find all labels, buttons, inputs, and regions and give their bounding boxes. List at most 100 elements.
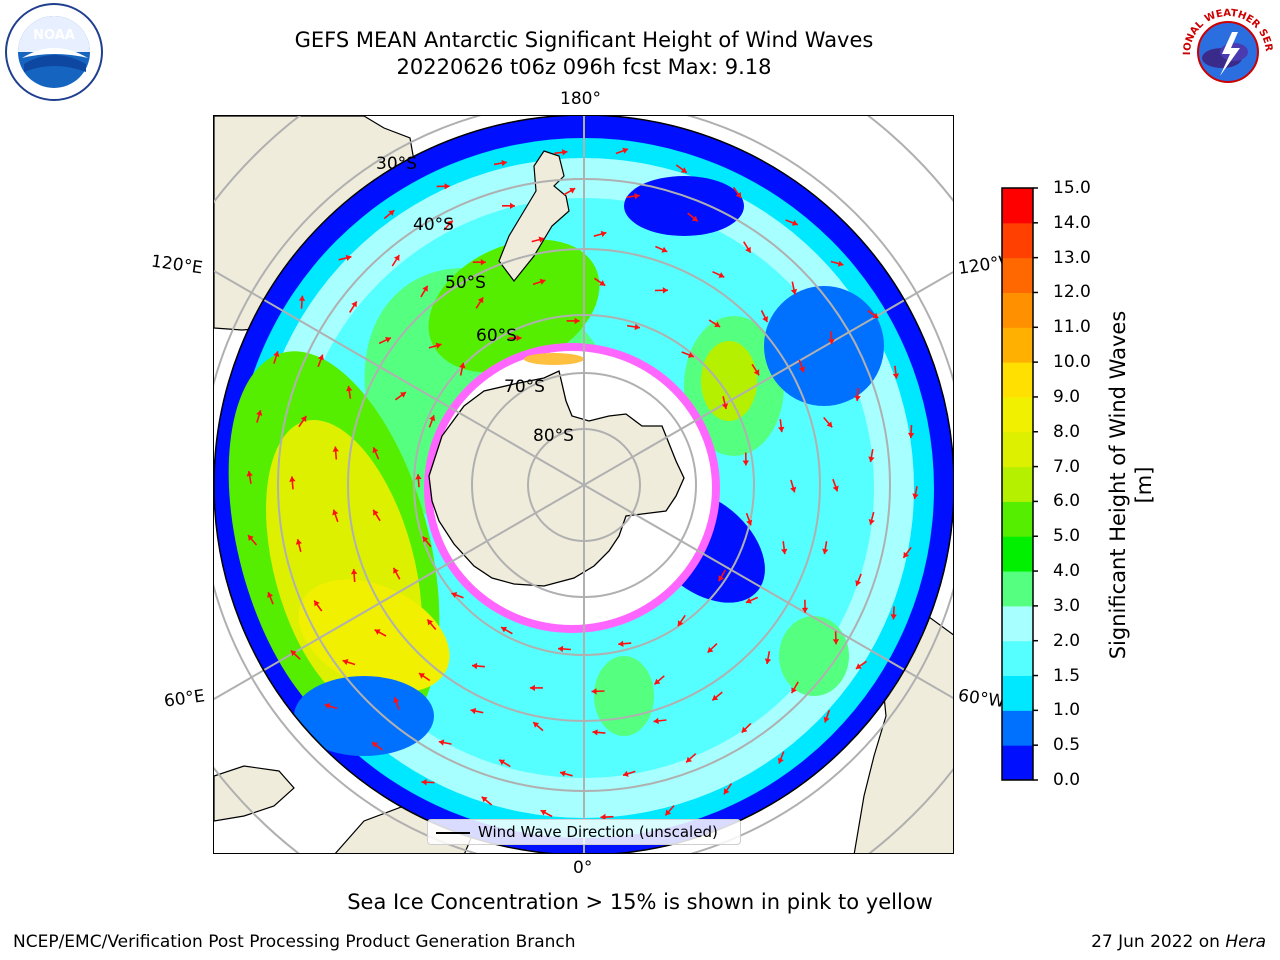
lat-label-30: 30°S	[376, 154, 417, 174]
wind-arrow-head	[332, 509, 339, 516]
wind-arrow-head	[599, 280, 606, 286]
wind-arrow-head	[832, 485, 839, 492]
wind-arrow-head	[345, 254, 352, 261]
wind-arrow-head	[714, 321, 721, 327]
wind-arrow-head	[499, 759, 506, 766]
wind-arrow-head	[372, 742, 378, 748]
wind-arrow-head	[790, 288, 798, 295]
wind-arrow-head	[393, 697, 400, 704]
wind-arrow-head	[822, 548, 829, 555]
wind-arrow-head	[745, 246, 751, 253]
wind-arrow-head	[459, 362, 466, 369]
wind-arrow-head	[447, 220, 453, 227]
wind-arrow-head	[854, 395, 861, 401]
wind-direction-arrows	[246, 147, 919, 821]
wind-arrow-head	[837, 260, 844, 267]
wind-arrow-head	[777, 757, 784, 764]
wind-arrow-head	[592, 729, 598, 736]
wind-arrow-head	[472, 662, 478, 670]
wind-arrow-head	[267, 592, 274, 598]
wind-arrow-head	[332, 446, 339, 452]
wind-arrow-head	[855, 580, 862, 586]
wind-arrow-head	[501, 159, 507, 167]
polar-map: 30°S 40°S 50°S 60°S 70°S 80°S	[214, 116, 953, 853]
noaa-logo: NOAA	[2, 2, 106, 106]
wind-arrow-head	[912, 493, 919, 499]
footer-date-text: 27 Jun 2022 on	[1091, 932, 1226, 952]
wind-arrow-head	[451, 592, 458, 598]
wind-arrow-head	[256, 410, 263, 416]
wind-arrow-head	[444, 183, 450, 190]
wind-arrow-head	[741, 726, 748, 733]
wind-arrow-head	[665, 809, 672, 816]
wind-arrow-head	[600, 813, 606, 821]
wind-arrow-head	[438, 739, 445, 746]
wind-arrow-head	[419, 673, 425, 679]
footer-date: 27 Jun 2022 on Hera	[1091, 932, 1266, 952]
map-panel: 30°S 40°S 50°S 60°S 70°S 80°S	[213, 115, 954, 854]
wind-arrow-head	[300, 416, 307, 422]
colorbar-label: Significant Height of Wind Waves [m]	[1106, 310, 1156, 660]
colorbar-tick-label: 1.5	[1053, 665, 1081, 686]
colorbar-tick-label: 8.0	[1053, 421, 1081, 442]
colorbar-tick-label: 6.0	[1053, 491, 1081, 512]
wind-arrow-head	[480, 259, 486, 266]
colorbar-tick-label: 14.0	[1053, 212, 1091, 233]
wind-arrow-head	[634, 193, 640, 200]
wind-arrow-head	[510, 202, 515, 209]
wind-arrow-head	[393, 567, 399, 574]
colorbar-segment	[1002, 605, 1033, 642]
colorbar-segment	[1002, 327, 1033, 363]
colorbar-segment	[1002, 710, 1033, 746]
colorbar-segment	[1002, 362, 1033, 398]
wind-arrow-head	[661, 246, 668, 253]
wind-arrow-head	[718, 272, 725, 278]
colorbar-segment	[1002, 501, 1033, 537]
colorbar-tick-label: 11.0	[1053, 317, 1091, 338]
wind-arrow-head	[560, 770, 566, 777]
colorbar-tick-label: 10.0	[1053, 352, 1091, 373]
wind-arrow-head	[828, 339, 835, 345]
wind-arrow-head	[273, 351, 280, 357]
wind-arrow-head	[351, 301, 357, 308]
wind-arrow-head	[422, 536, 429, 543]
wind-arrow-head	[562, 149, 568, 156]
wind-arrow-head	[470, 707, 477, 715]
wind-arrow-head	[427, 619, 433, 626]
wind-arrow-head	[634, 323, 640, 331]
wind-arrow-head	[742, 460, 749, 466]
wind-arrow-head	[539, 278, 546, 285]
legend-label: Wind Wave Direction (unscaled)	[478, 823, 718, 841]
wind-arrow-head	[890, 614, 897, 620]
footer-host: Hera	[1225, 932, 1266, 952]
wind-arrow-head	[855, 663, 862, 669]
colorbar-segment	[1002, 188, 1033, 224]
wind-arrow-head	[388, 210, 395, 216]
wind-arrow-head	[400, 392, 406, 398]
wind-arrow-head	[372, 447, 379, 454]
wind-arrow-head	[872, 312, 879, 319]
wind-arrow-head	[540, 809, 547, 816]
wind-arrow-head	[623, 770, 629, 777]
lat-label-80: 80°S	[533, 426, 574, 446]
wind-arrow-head	[823, 716, 830, 723]
wind-arrow-head	[718, 575, 725, 582]
wind-arrow-head	[622, 147, 629, 154]
wind-arrow-head	[903, 551, 909, 558]
colorbar-tick-label: 1.0	[1053, 700, 1081, 721]
colorbar-tick-label: 12.0	[1053, 282, 1091, 303]
colorbar-segment	[1002, 292, 1033, 328]
wind-arrow-head	[778, 426, 785, 433]
wind-arrow-head	[290, 650, 297, 657]
wind-arrow-head	[791, 687, 797, 694]
wind-arrow-head	[801, 607, 809, 613]
wind-arrow-head	[314, 600, 320, 607]
wind-arrow-head	[723, 788, 730, 795]
wind-arrow-head	[892, 373, 900, 379]
antarctica-landmass	[428, 370, 685, 587]
chart-title: GEFS MEAN Antarctic Significant Height o…	[294, 28, 874, 52]
lon-label-120e: 120°E	[149, 251, 204, 279]
colorbar-tick-label: 7.0	[1053, 456, 1081, 477]
wind-arrow-head	[907, 432, 915, 438]
wind-arrow-head	[533, 722, 540, 728]
